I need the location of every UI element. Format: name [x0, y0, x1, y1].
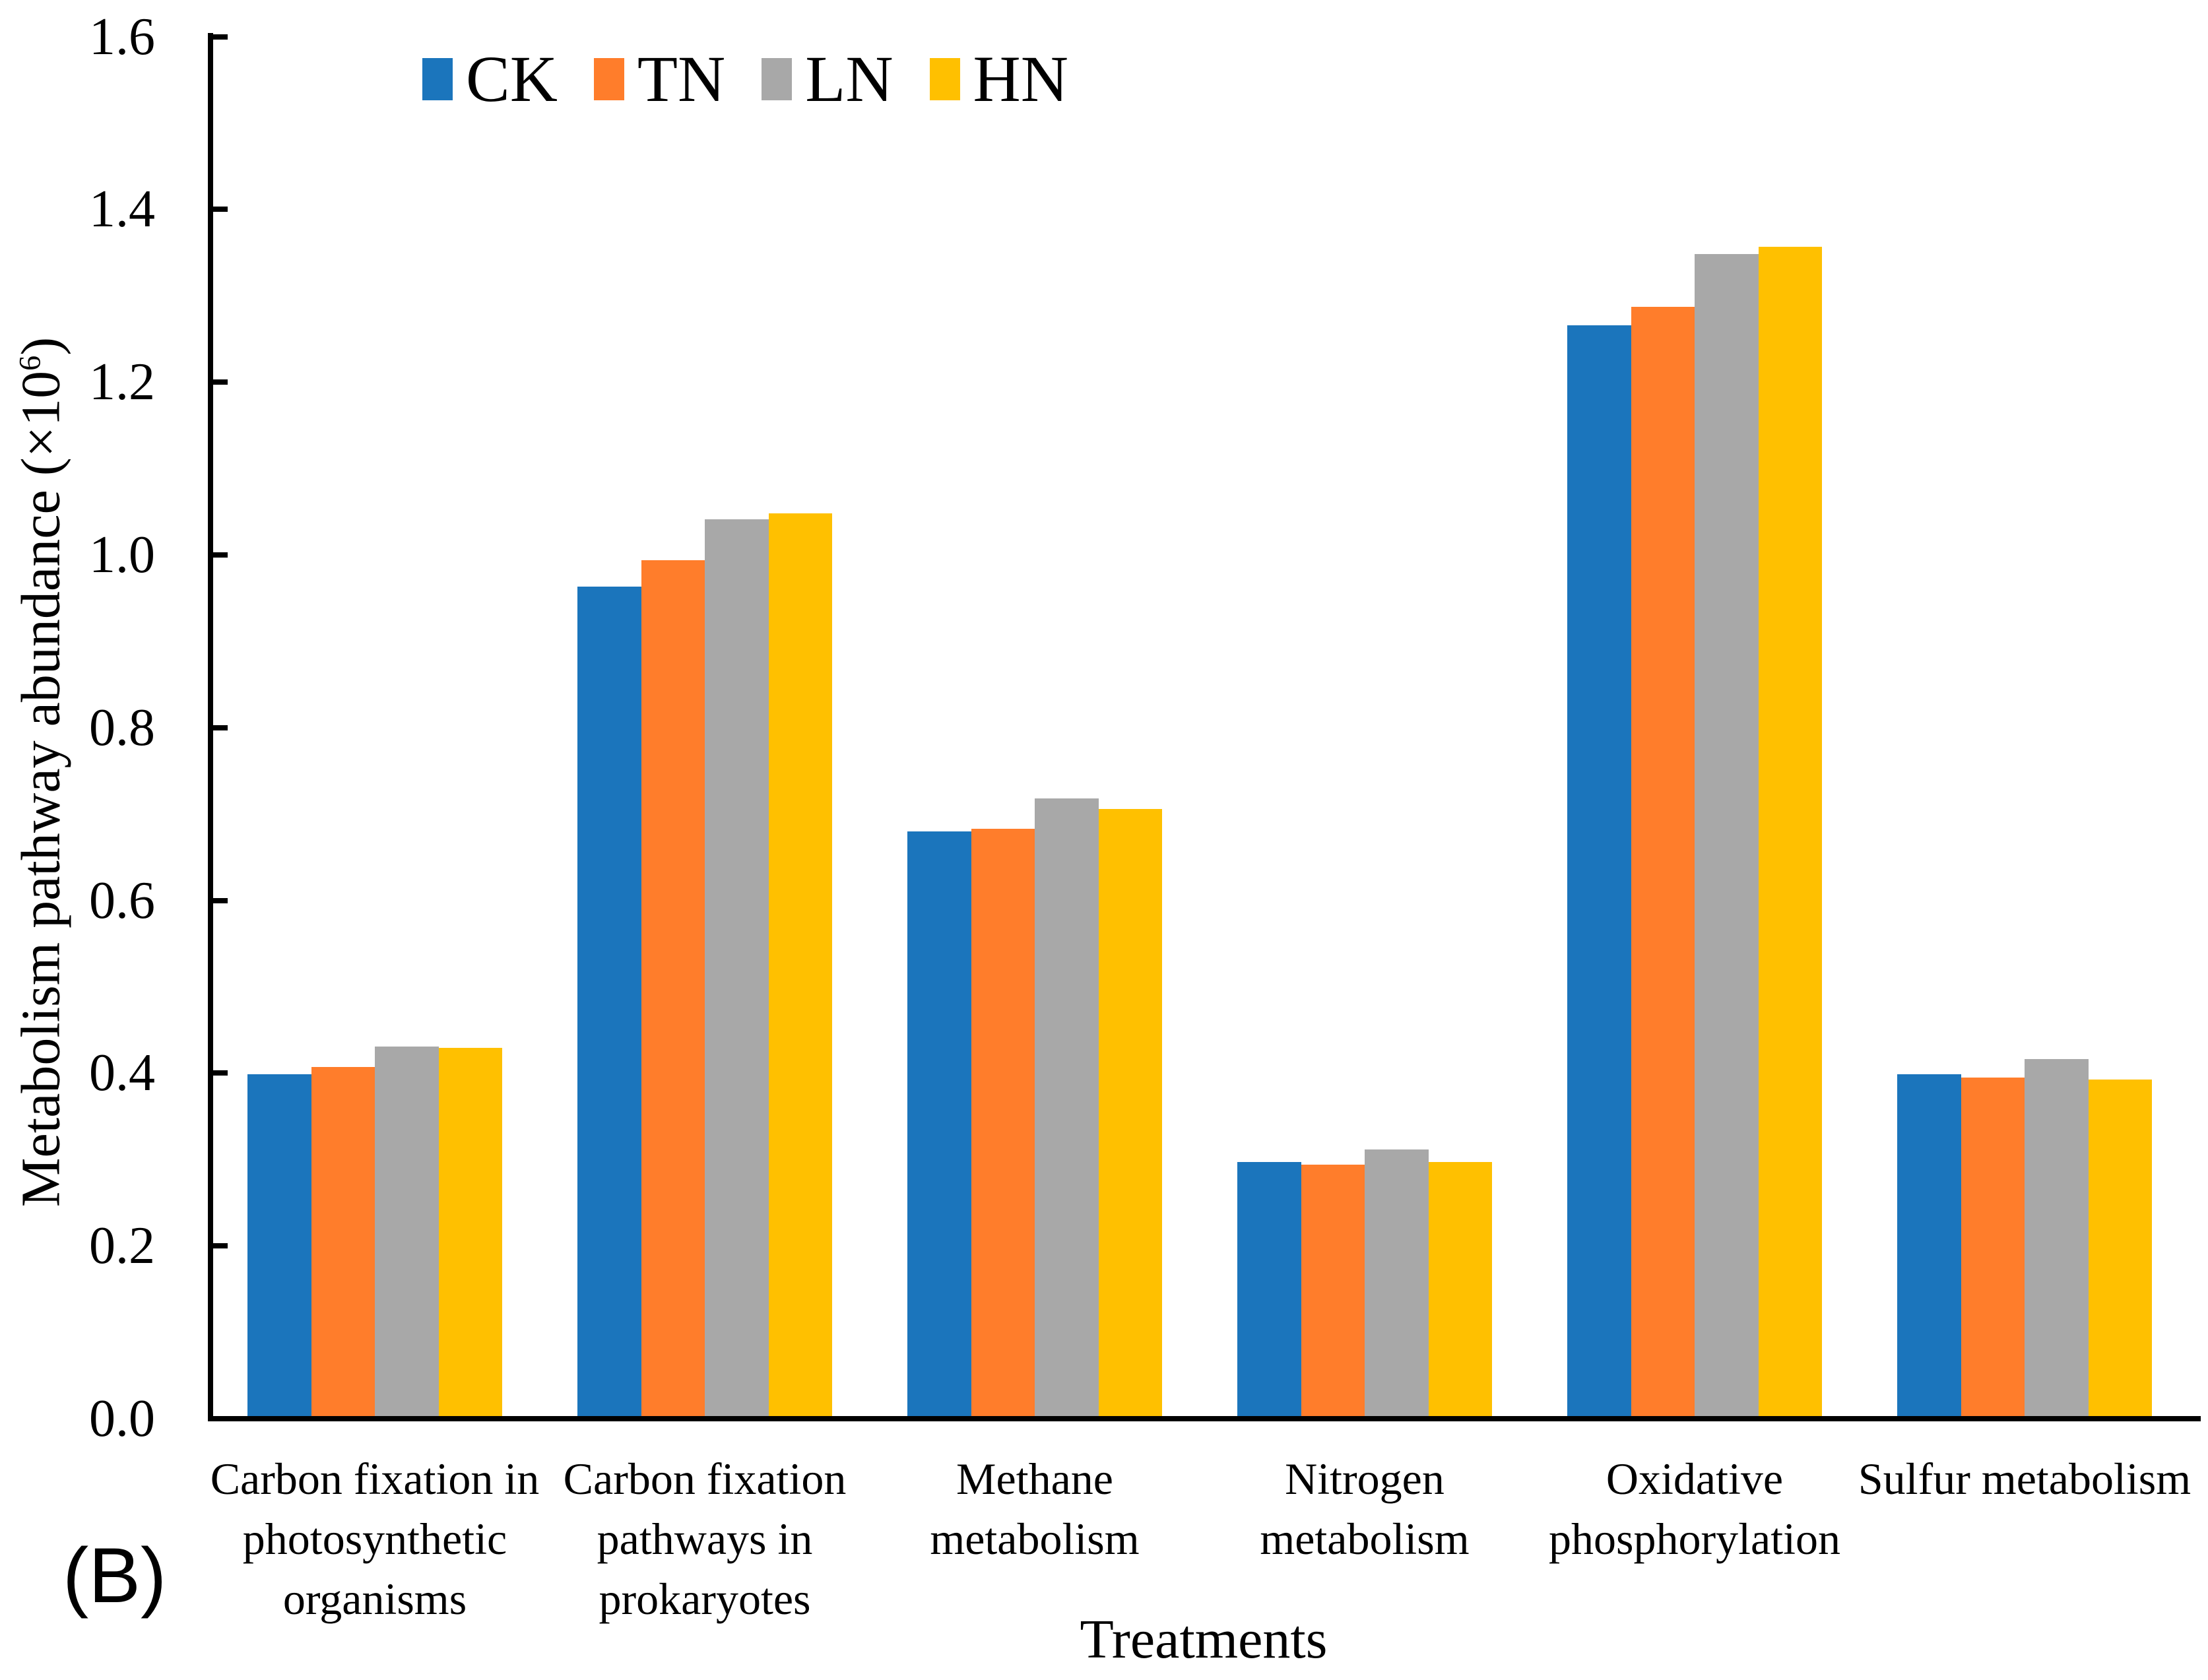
bar-TN-category-5: [1961, 1077, 2025, 1419]
y-tick-label-0.8: 0.8: [89, 698, 155, 757]
bar-CK-category-3: [1237, 1162, 1301, 1419]
bar-TN-category-4: [1631, 307, 1695, 1419]
legend-swatch-TN: [593, 57, 624, 100]
legend-swatch-HN: [929, 57, 960, 100]
legend-label-LN: LN: [805, 42, 893, 115]
y-tick-mark-0.2: [213, 1243, 228, 1249]
chart-legend: CK TN LN HN: [422, 41, 1068, 117]
bar-HN-category-4: [1758, 246, 1822, 1419]
legend-item-HN: HN: [929, 41, 1068, 117]
bar-LN-category-3: [1365, 1149, 1429, 1419]
bar-LN-category-1: [705, 519, 769, 1419]
legend-swatch-LN: [762, 57, 793, 100]
bar-CK-category-4: [1567, 325, 1631, 1419]
category-label-1: Carbon fixation pathways in prokaryotes: [563, 1454, 847, 1625]
y-tick-label-0.6: 0.6: [89, 871, 155, 930]
bar-TN-category-3: [1301, 1165, 1365, 1419]
bar-CK-category-5: [1897, 1074, 1961, 1419]
y-tick-label-0.0: 0.0: [89, 1390, 155, 1448]
category-label-5: Sulfur metabolism: [1858, 1454, 2192, 1504]
bar-LN-category-5: [2025, 1059, 2089, 1419]
bar-LN-category-2: [1035, 798, 1099, 1419]
y-tick-mark-0.8: [213, 725, 228, 730]
bar-HN-category-5: [2088, 1079, 2152, 1419]
y-tick-label-1.2: 1.2: [89, 353, 155, 412]
y-tick-mark-0.6: [213, 897, 228, 903]
panel-label: (B): [63, 1532, 167, 1619]
bar-HN-category-2: [1098, 808, 1162, 1419]
legend-item-TN: TN: [593, 41, 726, 117]
y-tick-label-1.0: 1.0: [89, 526, 155, 584]
bar-CK-category-0: [247, 1074, 311, 1419]
category-label-3: Nitrogen metabolism: [1260, 1454, 1470, 1565]
x-axis-title: Treatments: [1080, 1609, 1328, 1670]
y-tick-mark-1.4: [213, 207, 228, 212]
bar-TN-category-2: [971, 828, 1035, 1419]
y-tick-label-0.4: 0.4: [89, 1044, 155, 1103]
category-label-2: Methane metabolism: [930, 1454, 1140, 1565]
category-label-0: Carbon fixation in photosynthetic organi…: [210, 1454, 540, 1625]
bar-HN-category-3: [1428, 1162, 1492, 1419]
bar-HN-category-0: [438, 1048, 502, 1419]
legend-label-CK: CK: [466, 42, 558, 115]
y-tick-label-1.4: 1.4: [89, 180, 155, 239]
y-tick-mark-1.6: [213, 34, 228, 40]
bar-TN-category-1: [641, 560, 705, 1419]
legend-swatch-CK: [422, 57, 453, 100]
bar-LN-category-0: [375, 1046, 439, 1419]
y-tick-mark-1.2: [213, 379, 228, 385]
legend-item-CK: CK: [422, 41, 558, 117]
bar-LN-category-4: [1695, 254, 1759, 1419]
y-tick-mark-0.0: [213, 1416, 228, 1421]
y-axis-line: [208, 33, 213, 1421]
y-tick-mark-1.0: [213, 552, 228, 558]
category-label-4: Oxidative phosphorylation: [1549, 1454, 1840, 1565]
y-tick-label-1.6: 1.6: [89, 7, 155, 66]
x-axis-line: [208, 1416, 2201, 1421]
bar-CK-category-2: [907, 831, 971, 1419]
bar-CK-category-1: [577, 587, 641, 1419]
y-tick-mark-0.4: [213, 1070, 228, 1076]
legend-label-HN: HN: [973, 42, 1068, 115]
bar-HN-category-1: [768, 513, 832, 1419]
y-tick-label-0.2: 0.2: [89, 1217, 155, 1276]
bar-TN-category-0: [311, 1067, 375, 1419]
legend-item-LN: LN: [762, 41, 893, 117]
legend-label-TN: TN: [637, 42, 726, 115]
